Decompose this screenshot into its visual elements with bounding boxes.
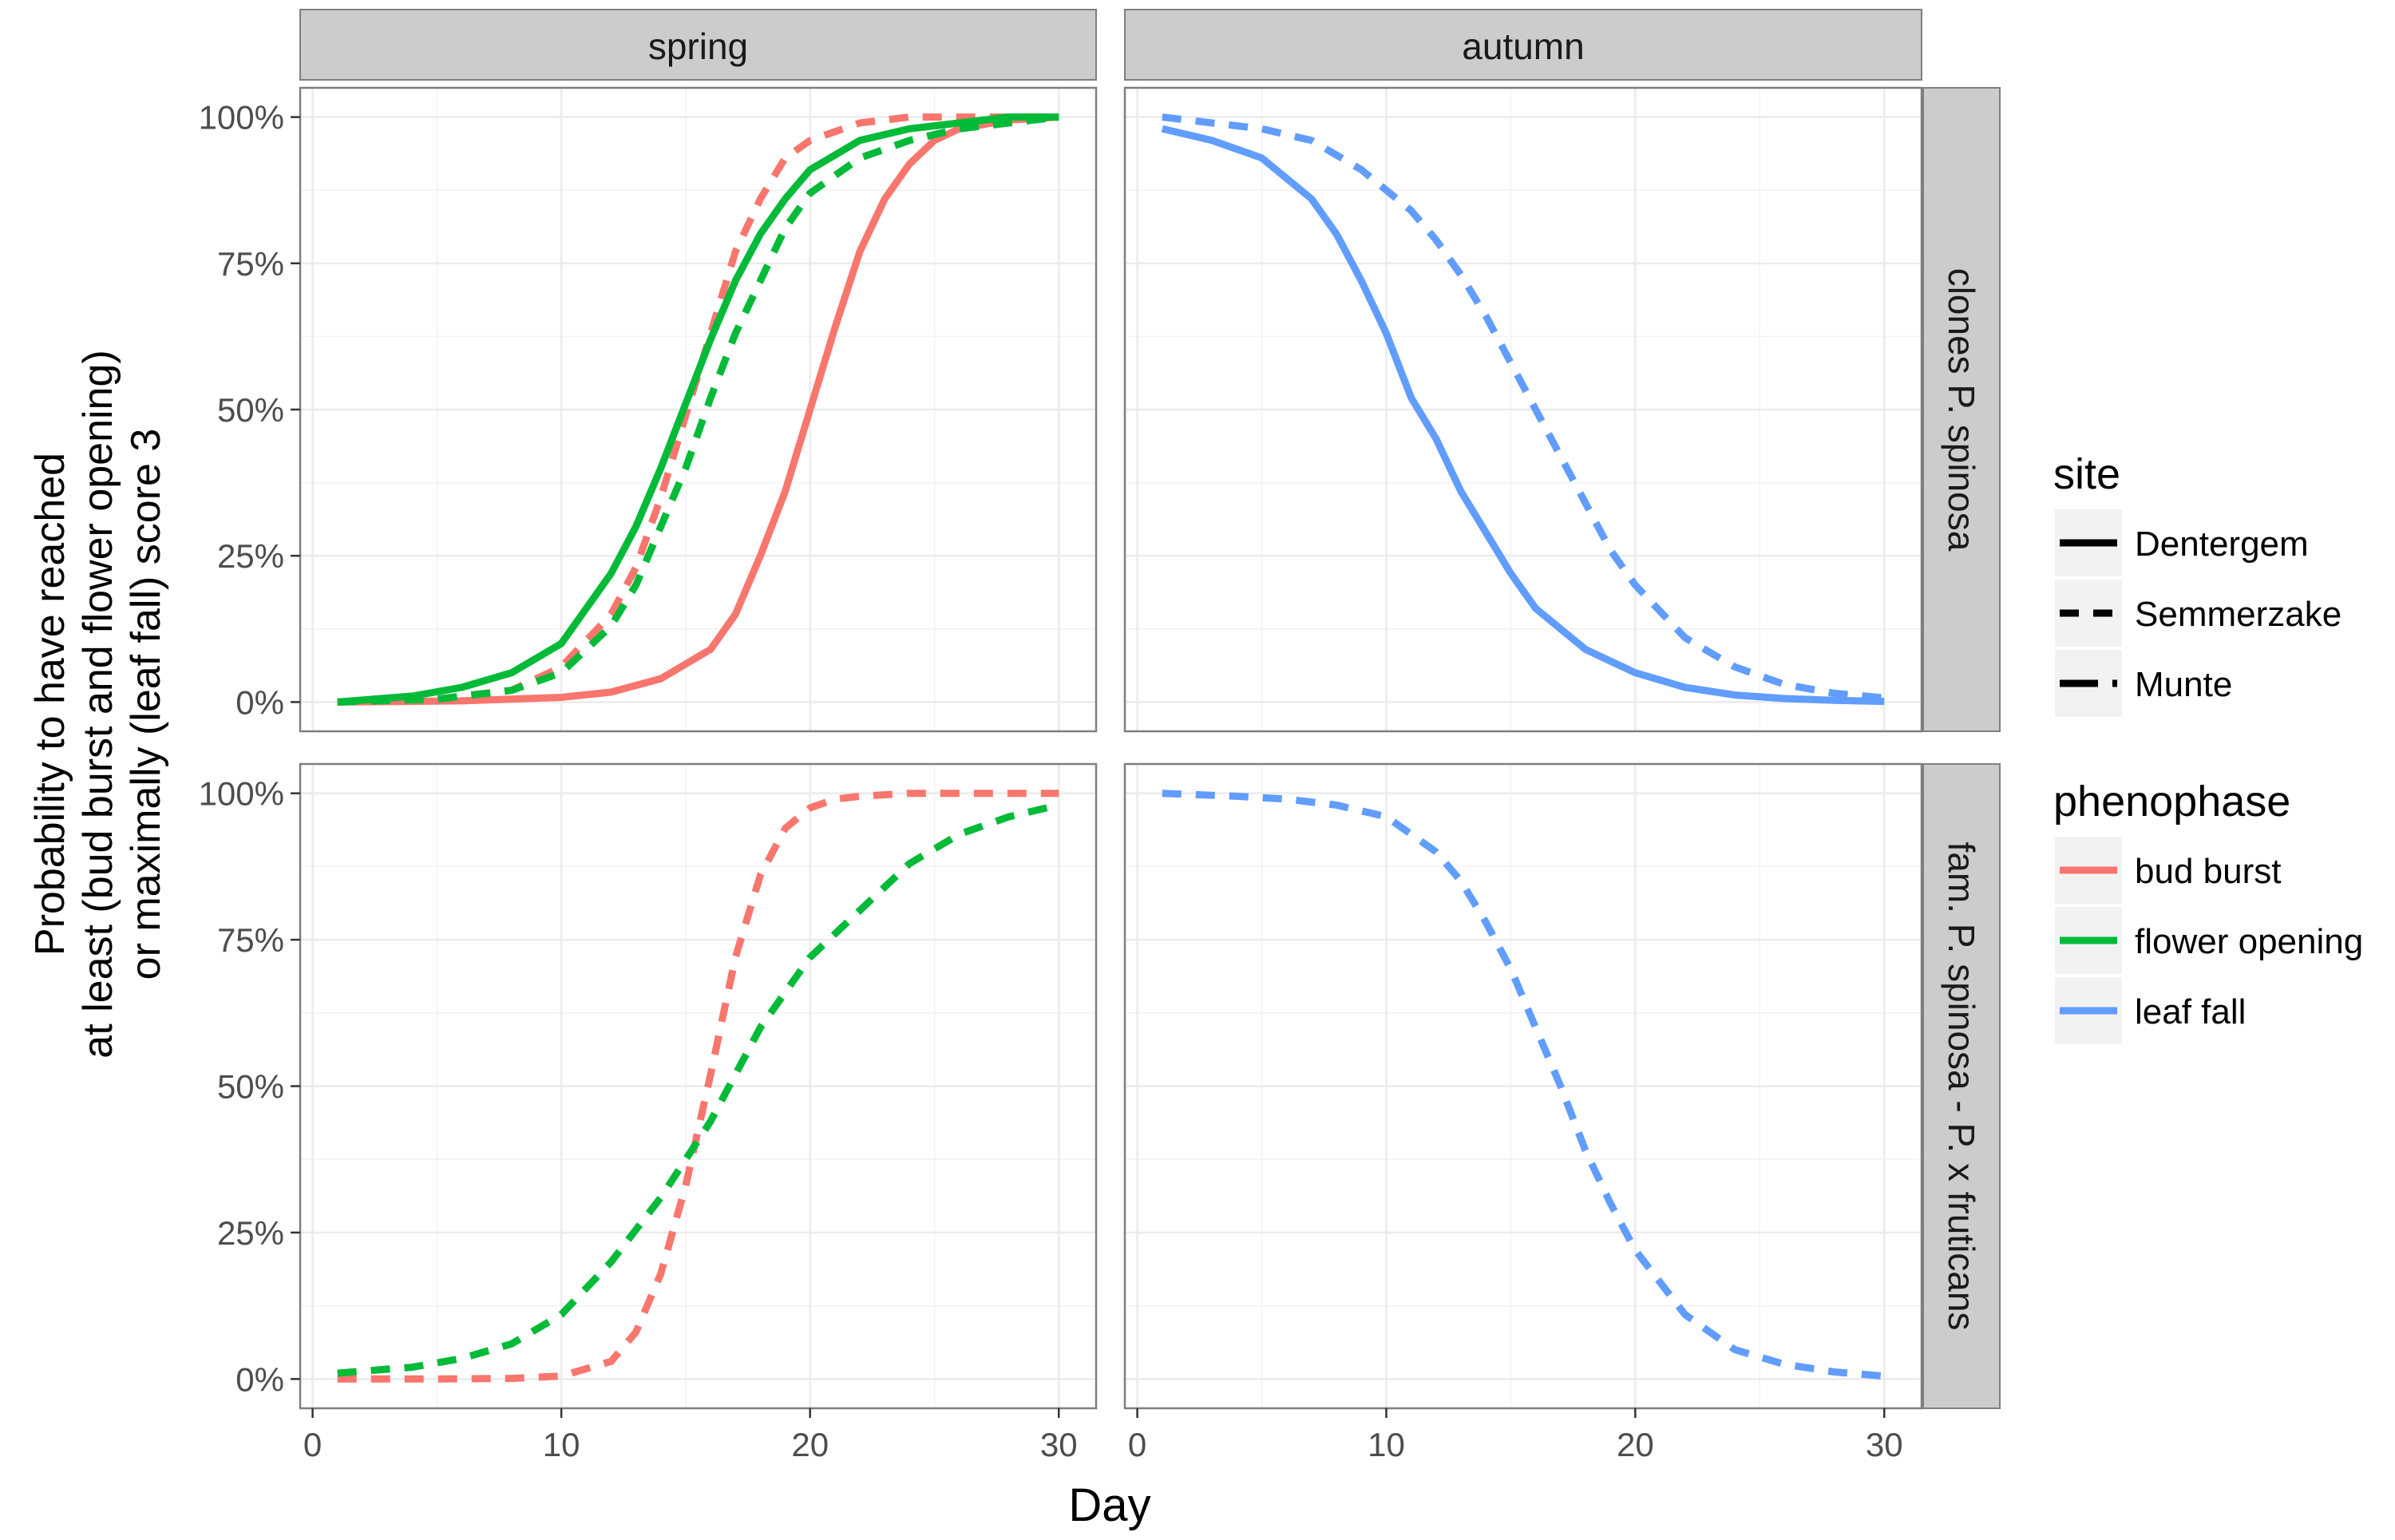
y-axis-title-line-1: Probability to have reached <box>27 453 73 956</box>
y-tick-label: 0% <box>236 1360 284 1398</box>
y-tick-label: 100% <box>199 99 284 137</box>
y-tick-label: 75% <box>217 921 284 959</box>
x-tick-label: 30 <box>1866 1426 1903 1463</box>
panels: spring autumn clones P. spinosa fam. P. spi… <box>199 9 2001 1463</box>
site-legend-label: Munte <box>2135 665 2232 704</box>
y-tick-label: 75% <box>217 245 284 283</box>
series-line-flower-opening-semmerzake <box>337 113 1059 706</box>
y-tick-label: 50% <box>217 1068 284 1106</box>
phenophase-legend-label: leaf fall <box>2135 992 2246 1031</box>
facet-strip-autumn <box>1124 9 1922 81</box>
facet-label-row-2: fam. P. spinosa - P. x fruticans <box>1941 842 1982 1331</box>
facet-strip-row-2 <box>1922 763 2001 1409</box>
y-axis-title-line-3: or maximally (leaf fall) score 3 <box>123 429 169 980</box>
facet-label-spring: spring <box>648 26 748 67</box>
facet-label-autumn: autumn <box>1462 26 1584 67</box>
panel-border <box>1123 762 1923 1410</box>
series-line-leaf-fall-dentergem <box>1161 125 1885 706</box>
panel-2-1: 0% 25% 50% 75% 100% 0 10 20 30 <box>199 762 1098 1463</box>
x-tick-label: 0 <box>303 1426 322 1463</box>
panel-1-1: 0% 25% 50% 75% 100% <box>199 86 1098 733</box>
series-line-bud-burst-semmerzake <box>337 113 1059 706</box>
y-tick-label: 0% <box>236 683 284 721</box>
series-line-bud-burst-semmerzake <box>337 790 1059 1383</box>
x-axis-title: Day <box>1068 1479 1150 1531</box>
y-tick-label: 25% <box>217 537 284 575</box>
facet-label-row-1: clones P. spinosa <box>1941 268 1982 552</box>
phenophase-legend-label: bud burst <box>2135 852 2281 891</box>
panel-border <box>1123 86 1923 733</box>
phenophase-legend-label: flower opening <box>2135 922 2363 961</box>
series-line-leaf-fall-semmerzake <box>1162 790 1885 1380</box>
series-line-leaf-fall-semmerzake <box>1162 113 1885 702</box>
y-tick-label: 25% <box>217 1214 284 1252</box>
facet-strip-row-1 <box>1922 87 2001 732</box>
y-axis-title: Probability to have reached at least (bu… <box>27 350 169 1058</box>
site-legend-title: site <box>2053 450 2120 498</box>
panel-2-2: 0 10 20 30 <box>1123 762 1923 1463</box>
x-tick-label: 0 <box>1128 1426 1146 1463</box>
phenophase-legend-title: phenophase <box>2053 778 2290 825</box>
y-axis-title-line-2: at least (bud burst and flower opening) <box>75 350 121 1058</box>
series-line-bud-burst-dentergem <box>337 113 1059 706</box>
y-tick-label: 50% <box>217 391 284 429</box>
site-legend-label: Semmerzake <box>2135 595 2342 634</box>
facet-strip-spring <box>299 9 1097 81</box>
x-tick-label: 20 <box>1617 1426 1654 1463</box>
x-tick-label: 10 <box>1368 1426 1405 1463</box>
axis-titles: Day Probability to have reached at least… <box>27 350 1151 1531</box>
series-line-flower-opening-dentergem <box>337 113 1059 706</box>
x-tick-label: 10 <box>543 1426 580 1463</box>
legend: site Dentergem Semmerzake Munte phenophase bu… <box>2052 450 2363 1047</box>
x-tick-label: 20 <box>791 1426 829 1463</box>
site-legend-label: Dentergem <box>2135 525 2309 564</box>
y-tick-label: 100% <box>199 775 284 813</box>
x-tick-label: 30 <box>1040 1426 1078 1463</box>
panel-1-2 <box>1123 86 1923 733</box>
